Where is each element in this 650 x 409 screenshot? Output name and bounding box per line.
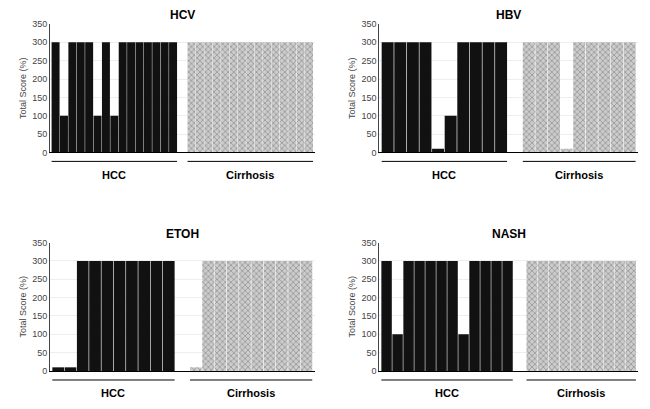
svg-text:HCC: HCC (432, 169, 456, 181)
svg-text:Total Score (%): Total Score (%) (347, 276, 357, 338)
svg-text:200: 200 (361, 293, 376, 303)
svg-text:Total Score (%): Total Score (%) (347, 57, 357, 119)
svg-text:0: 0 (42, 148, 47, 158)
svg-text:250: 250 (361, 274, 376, 284)
svg-text:HBV: HBV (496, 8, 521, 22)
svg-text:HCC: HCC (102, 169, 126, 181)
svg-text:50: 50 (37, 348, 47, 358)
svg-text:200: 200 (361, 74, 376, 84)
svg-text:ETOH: ETOH (166, 227, 199, 241)
svg-text:Cirrhosis: Cirrhosis (557, 387, 605, 399)
svg-text:150: 150 (361, 93, 376, 103)
svg-text:350: 350 (361, 238, 376, 248)
svg-text:350: 350 (32, 238, 47, 248)
svg-text:0: 0 (371, 366, 376, 376)
svg-text:Cirrhosis: Cirrhosis (227, 387, 275, 399)
svg-text:HCC: HCC (435, 387, 459, 399)
svg-text:Total Score (%): Total Score (%) (18, 276, 28, 338)
svg-text:Cirrhosis: Cirrhosis (555, 169, 603, 181)
svg-text:300: 300 (361, 37, 376, 47)
svg-text:HCC: HCC (101, 387, 125, 399)
svg-text:Total Score (%): Total Score (%) (18, 57, 28, 119)
svg-text:350: 350 (361, 19, 376, 29)
svg-text:0: 0 (42, 366, 47, 376)
svg-text:200: 200 (32, 74, 47, 84)
svg-text:NASH: NASH (492, 227, 526, 241)
svg-text:200: 200 (32, 293, 47, 303)
svg-text:50: 50 (37, 129, 47, 139)
svg-text:100: 100 (32, 329, 47, 339)
svg-text:HCV: HCV (170, 8, 195, 22)
svg-text:350: 350 (32, 19, 47, 29)
svg-text:150: 150 (32, 93, 47, 103)
svg-text:100: 100 (361, 111, 376, 121)
svg-text:300: 300 (361, 256, 376, 266)
svg-text:0: 0 (371, 148, 376, 158)
svg-text:150: 150 (32, 311, 47, 321)
svg-text:250: 250 (32, 56, 47, 66)
svg-text:300: 300 (32, 256, 47, 266)
svg-text:100: 100 (361, 329, 376, 339)
svg-text:250: 250 (361, 56, 376, 66)
svg-text:50: 50 (366, 348, 376, 358)
svg-text:250: 250 (32, 274, 47, 284)
svg-text:50: 50 (366, 129, 376, 139)
svg-text:150: 150 (361, 311, 376, 321)
svg-text:Cirrhosis: Cirrhosis (226, 169, 274, 181)
svg-text:300: 300 (32, 37, 47, 47)
svg-text:100: 100 (32, 111, 47, 121)
